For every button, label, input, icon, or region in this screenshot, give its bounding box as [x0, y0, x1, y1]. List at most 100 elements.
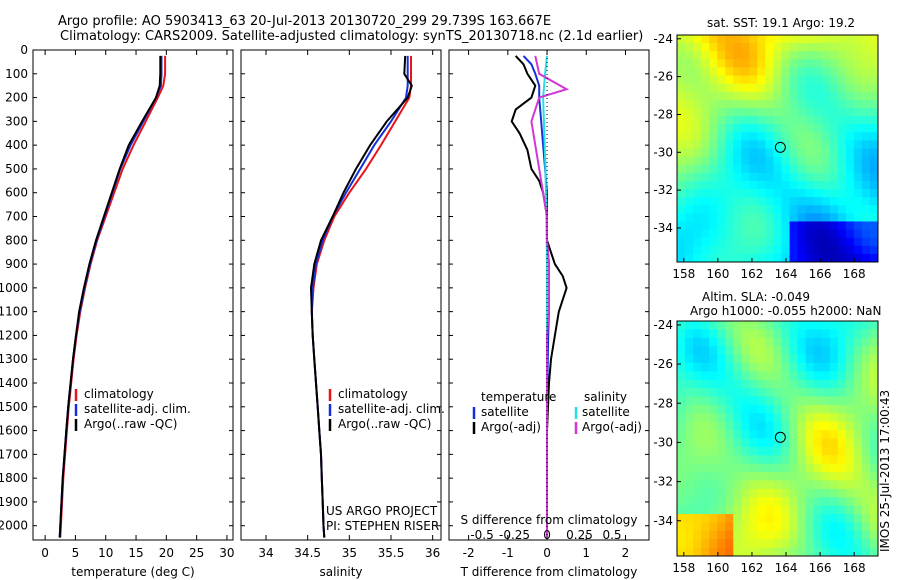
sst-map-cell: [685, 245, 694, 255]
sst-map-cell: [837, 83, 847, 93]
sla-map-cell: [709, 396, 718, 406]
sla-map-cell: [709, 321, 718, 330]
sla-map-cell: [789, 329, 799, 339]
sst-map-cell: [717, 83, 726, 93]
sst-map-cell: [757, 197, 766, 206]
sla-map-cell: [733, 480, 742, 490]
sla-map-cell: [797, 438, 807, 448]
imos-stamp-text: IMOS 25-Jul-2013 17:00:43: [878, 389, 892, 552]
sst-map-cell: [773, 172, 783, 182]
sst-map-cell: [701, 43, 710, 52]
sla-map-cell: [853, 321, 863, 330]
sst-map-cell: [749, 229, 758, 239]
sla-map-cell: [837, 362, 847, 372]
sst-map-cell: [829, 43, 839, 52]
sst-map-cell: [829, 99, 839, 109]
sla-map-cell: [845, 404, 855, 414]
sst-map-cell: [717, 180, 726, 190]
sla-map-cell: [757, 472, 766, 481]
sst-map-cell: [789, 221, 799, 231]
depth-tick-label: 800: [5, 233, 28, 247]
sst-map-cell: [757, 75, 766, 85]
depth-tick-label: 1300: [0, 352, 28, 366]
sst-map-cell: [869, 35, 879, 44]
sst-map-cell: [717, 156, 726, 166]
sst-map-cell: [813, 91, 823, 101]
sla-map-cell: [757, 539, 766, 549]
sst-map-cell: [813, 148, 823, 158]
sla-map-cell: [733, 522, 742, 532]
sla-map-cell: [813, 539, 823, 549]
sla-map-cell: [789, 472, 799, 481]
sla-map-cell: [717, 321, 726, 330]
sla-map-cell: [853, 421, 863, 431]
sla-map-cell: [685, 438, 694, 448]
sst-map-cell: [765, 180, 774, 190]
sla-map-cell: [821, 404, 831, 414]
sst-map-cell: [725, 253, 734, 263]
sst-map-cell: [757, 213, 766, 222]
sst-map-cell: [797, 189, 807, 198]
sla-map-cell: [853, 396, 863, 406]
sla-map-cell: [685, 388, 694, 398]
sla-map-cell: [869, 430, 879, 439]
sst-map-cell: [869, 180, 879, 190]
sst-map-cell: [773, 229, 783, 239]
sla-map-cell: [789, 379, 799, 389]
sst-map-cell: [773, 99, 783, 109]
sla-map-cell: [813, 514, 823, 523]
sla-map-cell: [861, 329, 871, 339]
sla-map-cell: [773, 362, 783, 372]
sst-map-cell: [749, 197, 758, 206]
sst-map-cell: [797, 124, 807, 133]
sst-map-cell: [821, 116, 831, 125]
sst-map-cell: [797, 67, 807, 77]
sla-map-cell: [709, 514, 718, 523]
sla-map-xtick-label: 164: [775, 561, 798, 575]
sla-map-cell: [781, 455, 791, 465]
sst-map-cell: [853, 205, 863, 214]
sst-map-cell: [685, 180, 694, 190]
sla-map-cell: [813, 505, 823, 515]
sst-map-cell: [789, 67, 799, 77]
sst-map-cell: [701, 107, 710, 117]
sst-map-cell: [789, 83, 799, 93]
sla-map-cell: [693, 396, 702, 406]
sla-map-cell: [749, 446, 758, 456]
sla-map-cell: [781, 488, 791, 498]
sst-map-cell: [845, 75, 855, 85]
sst-map-cell: [853, 99, 863, 109]
sst-map-cell: [781, 116, 791, 125]
sla-map-cell: [717, 455, 726, 465]
sst-map-cell: [781, 132, 791, 141]
sla-map-cell: [781, 337, 791, 347]
sst-map-cell: [725, 107, 734, 117]
sla-map-cell: [861, 522, 871, 532]
sst-map-cell: [765, 124, 774, 133]
sst-map-cell: [709, 51, 718, 60]
sla-map-cell: [805, 354, 815, 364]
depth-tick-label: 1900: [0, 495, 28, 509]
sst-map-cell: [677, 67, 686, 77]
sdiff-tick-label: -0.5: [470, 528, 493, 542]
sla-map-cell: [781, 362, 791, 372]
sst-map-cell: [685, 229, 694, 239]
sst-map-cell: [717, 148, 726, 158]
sla-map-cell: [733, 497, 742, 507]
sst-map-cell: [837, 172, 847, 182]
sla-map-cell: [765, 354, 774, 364]
sla-map-cell: [853, 337, 863, 347]
sst-map-cell: [709, 205, 718, 214]
sla-map-cell: [685, 404, 694, 414]
sla-map-cell: [845, 438, 855, 448]
sla-map-cell: [821, 547, 831, 557]
sla-map-cell: [813, 497, 823, 507]
sla-map-cell: [701, 480, 710, 490]
sla-map-cell: [797, 396, 807, 406]
sst-map-cell: [757, 221, 766, 231]
sla-map-cell: [749, 346, 758, 356]
sla-map-cell: [709, 354, 718, 364]
sla-map-cell: [837, 446, 847, 456]
sst-map-cell: [829, 172, 839, 182]
sst-map-cell: [677, 180, 686, 190]
